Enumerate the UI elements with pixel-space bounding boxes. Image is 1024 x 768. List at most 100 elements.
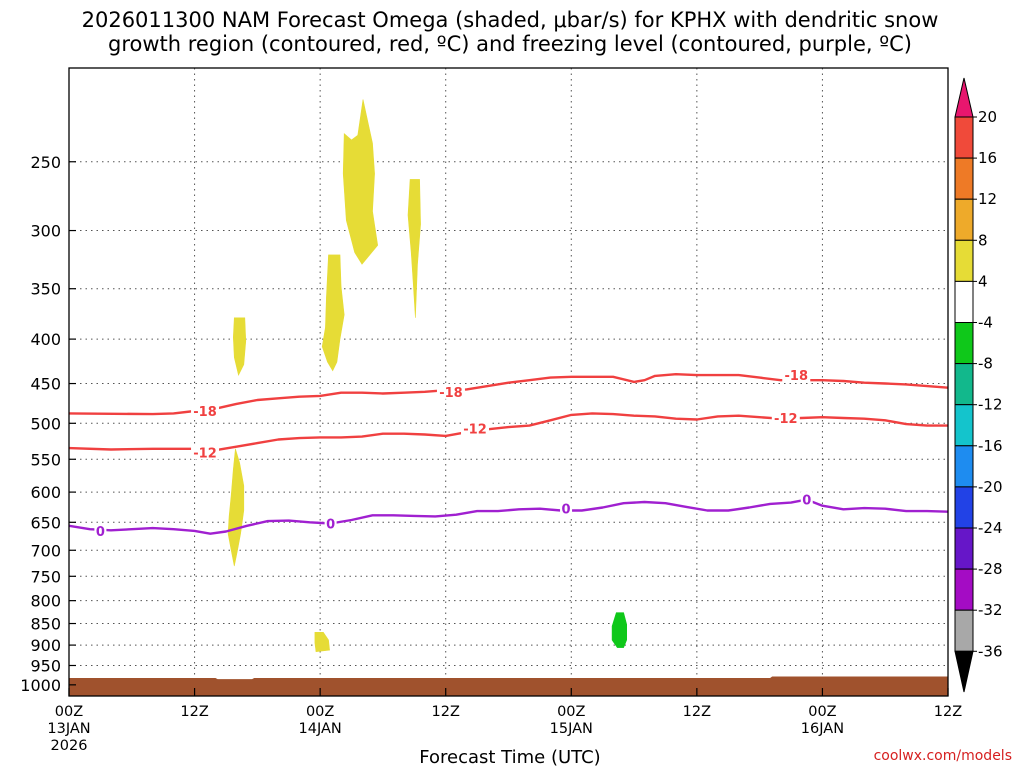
y-tick-label: 700 — [30, 541, 61, 560]
omega-region — [227, 448, 245, 567]
colorbar-top-arrow — [954, 77, 974, 118]
colorbar-segment — [954, 322, 974, 365]
colorbar-segment — [954, 116, 974, 159]
colorbar-label: 4 — [978, 272, 988, 290]
colorbar-label: -20 — [978, 478, 1003, 496]
colorbar-segment — [954, 239, 974, 282]
colorbar-label: -28 — [978, 560, 1003, 578]
omega-region — [314, 631, 330, 653]
x-tick-label: 16JAN — [801, 721, 844, 737]
colorbar-label: 12 — [978, 190, 997, 208]
x-tick-label: 12Z — [683, 704, 711, 720]
y-tick-label: 400 — [30, 330, 61, 349]
contour-lines: -18 -18 -18 -12 -12 -12 0 0 0 0 — [69, 367, 948, 540]
colorbar-segment — [954, 404, 974, 447]
watermark: coolwx.com/models — [874, 748, 1012, 764]
ground-surface — [69, 676, 948, 696]
x-axis-label: Forecast Time (UTC) — [419, 747, 600, 768]
chart-title-line-1: 2026011300 NAM Forecast Omega (shaded, μ… — [82, 8, 939, 32]
dgz-contour-line-label: -12 — [193, 446, 217, 461]
y-tick-label: 550 — [30, 450, 61, 469]
y-tick-label: 800 — [30, 592, 61, 611]
x-tick-label: 15JAN — [550, 721, 593, 737]
dgz-contour-line-label: -12 — [774, 412, 798, 427]
y-tick-label: 650 — [30, 513, 61, 532]
colorbar-segment — [954, 568, 974, 611]
colorbar-segment — [954, 609, 974, 652]
x-tick-label: 00Z — [557, 704, 585, 720]
colorbar-segment — [954, 445, 974, 488]
x-tick-label: 00Z — [306, 704, 334, 720]
colorbar-segment — [954, 157, 974, 200]
freezing-level-line-label-bg — [324, 515, 337, 531]
dgz-contour-line-label-bg — [191, 444, 220, 460]
x-tick-label: 12Z — [934, 704, 962, 720]
y-tick-label: 450 — [30, 375, 61, 394]
plot-area: -18 -18 -18 -12 -12 -12 0 0 0 0 — [69, 68, 948, 696]
freezing-level-line-label: 0 — [326, 517, 335, 532]
x-tick-label: 00Z — [808, 704, 836, 720]
y-tick-label: 1000 — [20, 676, 61, 695]
colorbar-label: 16 — [978, 149, 997, 167]
dgz-contour-line-label-bg — [461, 420, 490, 436]
omega-region — [321, 254, 345, 372]
colorbar-segment — [954, 280, 974, 323]
dgz-contour-line-label: -18 — [439, 386, 463, 401]
colorbar-label: 8 — [978, 231, 988, 249]
x-tick-label: 12Z — [432, 704, 460, 720]
freezing-level-line-label: 0 — [96, 525, 105, 540]
dgz-contour-line-label: -12 — [463, 423, 487, 438]
colorbar-label: 20 — [978, 108, 997, 126]
dgz-contour-line-label-bg — [771, 409, 800, 425]
omega-region — [611, 612, 628, 648]
colorbar-label: -24 — [978, 519, 1003, 537]
freezing-level-line-label: 0 — [802, 494, 811, 509]
x-tick-label: 12Z — [180, 704, 208, 720]
freezing-level-line-label-bg — [800, 491, 813, 507]
plot-frame — [68, 67, 949, 697]
x-tick-label: 2026 — [51, 738, 88, 754]
omega-shading — [227, 99, 628, 653]
colorbar-segment — [954, 527, 974, 570]
colorbar-segment — [954, 198, 974, 241]
dgz-contour-line-label-bg — [191, 403, 220, 419]
dgz-contour-line-label-bg — [436, 383, 465, 399]
colorbar-segment — [954, 363, 974, 406]
x-tick-label: 13JAN — [47, 721, 90, 737]
y-axis-ticks: 250 300 350 400 450 500 550 600 650 700 750 800 850 9… — [20, 153, 76, 695]
dgz-contour-line-label: -18 — [193, 405, 217, 420]
colorbar-label: -4 — [978, 314, 993, 332]
dgz-contour-line-label: -18 — [785, 369, 809, 384]
omega-region — [342, 99, 379, 265]
colorbar: 20 16 12 8 4 -4 -8 -12 -16 -20 -24 -28 -32 -36 — [954, 77, 1003, 693]
x-tick-label: 00Z — [55, 704, 83, 720]
y-tick-label: 950 — [30, 656, 61, 675]
y-tick-label: 750 — [30, 567, 61, 586]
y-tick-label: 250 — [30, 153, 61, 172]
y-tick-label: 850 — [30, 615, 61, 634]
ground-layer — [69, 676, 948, 696]
y-tick-label: 900 — [30, 636, 61, 655]
colorbar-label: -16 — [978, 437, 1003, 455]
freezing-level-line-label: 0 — [562, 503, 571, 518]
colorbar-label: -36 — [978, 642, 1003, 660]
y-tick-label: 300 — [30, 222, 61, 241]
omega-region — [407, 179, 421, 318]
dgz-contour-line-label-bg — [782, 367, 811, 383]
freezing-level-line-label-bg — [94, 522, 107, 538]
colorbar-segment — [954, 486, 974, 529]
colorbar-bottom-arrow — [954, 650, 974, 693]
y-tick-label: 500 — [30, 414, 61, 433]
colorbar-label: -8 — [978, 355, 993, 373]
y-tick-label: 600 — [30, 483, 61, 502]
colorbar-label: -32 — [978, 601, 1003, 619]
colorbar-label: -12 — [978, 396, 1003, 414]
y-tick-label: 350 — [30, 280, 61, 299]
chart-title-line-2: growth region (contoured, red, ºC) and f… — [108, 32, 912, 56]
freezing-level-line-label-bg — [560, 500, 573, 516]
omega-region — [232, 317, 247, 376]
freezing-level-line — [69, 498, 948, 535]
dgz-contour-line — [69, 412, 948, 452]
